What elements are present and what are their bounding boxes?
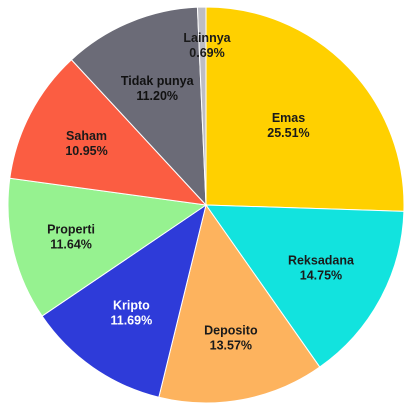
- label-value-emas: 25.51%: [267, 126, 309, 140]
- label-name-saham: Saham: [66, 129, 107, 143]
- label-name-emas: Emas: [272, 111, 305, 125]
- label-value-saham: 10.95%: [65, 144, 107, 158]
- slice-tidak-punya: [70, 6, 207, 207]
- label-deposito: Deposito 13.57%: [204, 323, 258, 352]
- label-tidak-punya: Tidak punya 11.20%: [121, 74, 195, 103]
- label-name-tidak-punya: Tidak punya: [121, 74, 195, 88]
- slice-emas: [205, 6, 405, 212]
- label-lainnya: Lainnya 0.69%: [183, 31, 231, 60]
- slice-kripto: [41, 203, 207, 398]
- label-value-tidak-punya: 11.20%: [136, 89, 178, 103]
- label-name-deposito: Deposito: [204, 323, 258, 337]
- label-name-kripto: Kripto: [113, 298, 150, 312]
- slice-deposito: [158, 203, 321, 404]
- label-name-lainnya: Lainnya: [183, 31, 231, 45]
- slice-reksadana: [205, 204, 405, 368]
- label-value-lainnya: 0.69%: [189, 46, 224, 60]
- label-value-reksadana: 14.75%: [300, 268, 342, 282]
- slice-lainnya: [196, 6, 207, 206]
- label-value-properti: 11.64%: [50, 238, 92, 252]
- label-saham: Saham 10.95%: [65, 129, 107, 158]
- label-name-reksadana: Reksadana: [288, 253, 355, 267]
- label-value-kripto: 11.69%: [111, 313, 153, 327]
- slice-properti: [7, 177, 208, 317]
- label-name-properti: Properti: [47, 223, 95, 237]
- pie-slices: [7, 6, 405, 404]
- label-emas: Emas 25.51%: [267, 111, 309, 140]
- label-properti: Properti 11.64%: [47, 223, 95, 252]
- slice-saham: [9, 59, 208, 206]
- label-kripto: Kripto 11.69%: [111, 298, 153, 327]
- label-value-deposito: 13.57%: [210, 338, 252, 352]
- label-reksadana: Reksadana 14.75%: [288, 253, 355, 282]
- pie-labels: Emas 25.51% Reksadana 14.75% Deposito 13.57% K…: [47, 31, 355, 352]
